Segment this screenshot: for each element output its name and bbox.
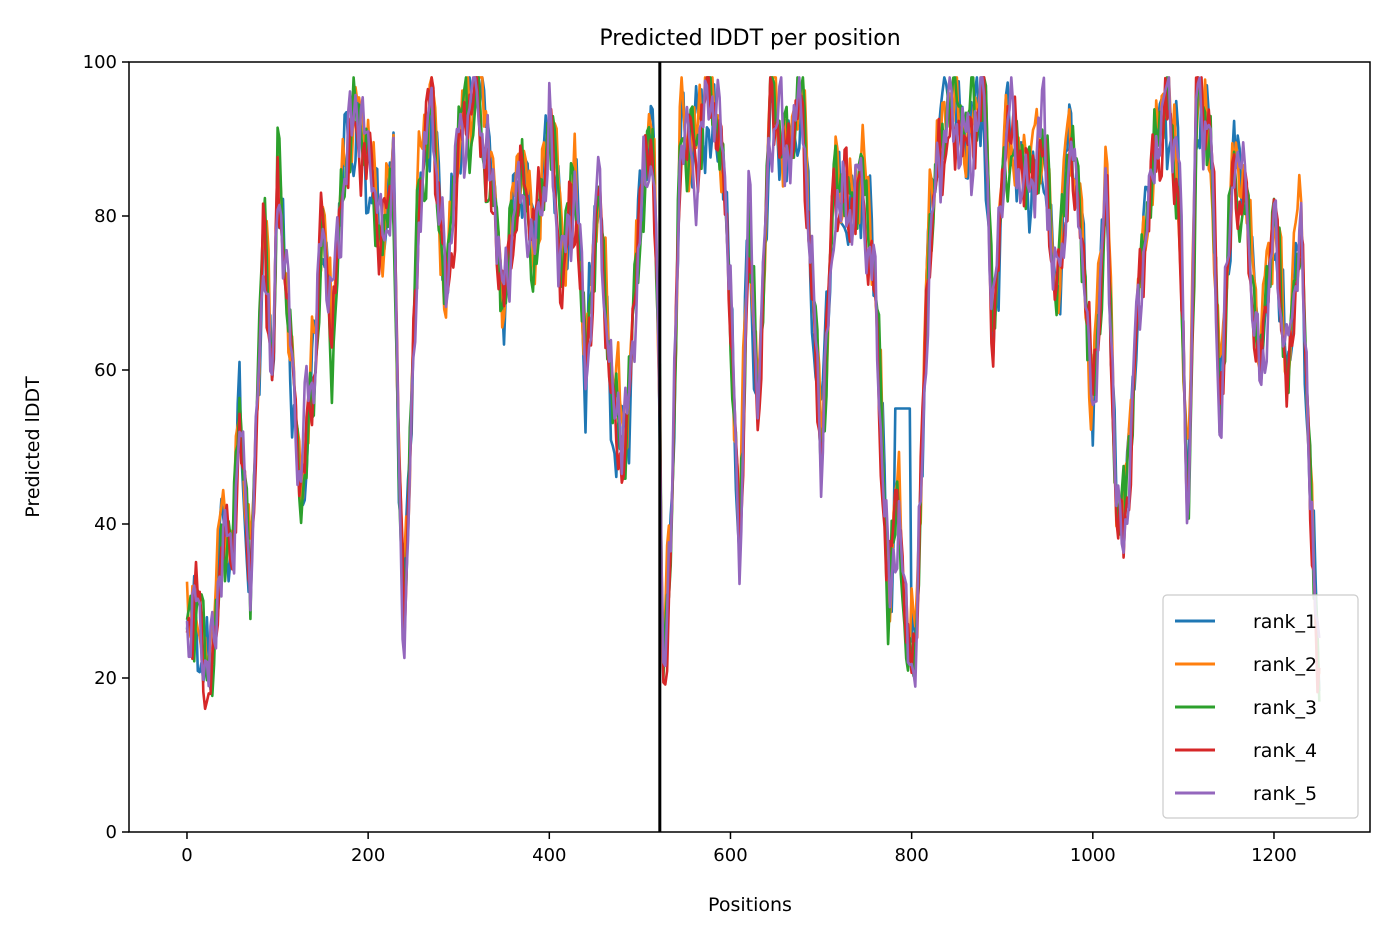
x-axis-label: Positions (708, 894, 792, 916)
legend-items: rank_1 rank_2 rank_3 rank_4 rank_5 (1175, 611, 1317, 805)
legend-label-rank_4: rank_4 (1253, 740, 1317, 762)
axes-frame (128, 61, 1371, 833)
series-line-rank_5 (185, 76, 1321, 688)
x-tick-label: 800 (894, 845, 928, 866)
legend-label-rank_5: rank_5 (1253, 783, 1317, 805)
y-tick-label: 20 (94, 668, 117, 689)
x-tick-label: 1200 (1251, 845, 1297, 866)
legend-label-rank_3: rank_3 (1253, 697, 1317, 719)
legend: rank_1 rank_2 rank_3 rank_4 rank_5 (1162, 594, 1359, 819)
x-tick-label: 400 (532, 845, 566, 866)
y-tick-label: 40 (94, 514, 117, 535)
x-tick-label: 1000 (1070, 845, 1116, 866)
x-axis-ticks: 0 200 400 600 800 1000 1200 (181, 832, 1297, 866)
y-tick-label: 0 (106, 822, 117, 843)
x-tick-label: 200 (351, 845, 385, 866)
x-tick-label: 600 (713, 845, 747, 866)
y-axis-label: Predicted lDDT (22, 376, 44, 518)
legend-box (1162, 594, 1359, 819)
y-tick-label: 100 (83, 52, 117, 73)
x-tick-label: 0 (181, 845, 192, 866)
plot-area (128, 61, 1371, 833)
chart-title: Predicted lDDT per position (599, 26, 900, 51)
series-layer (185, 76, 1321, 711)
legend-label-rank_2: rank_2 (1253, 654, 1317, 676)
y-tick-label: 80 (94, 206, 117, 227)
legend-label-rank_1: rank_1 (1253, 611, 1317, 633)
y-axis-ticks: 0 20 40 60 80 100 (83, 52, 129, 843)
y-tick-label: 60 (94, 360, 117, 381)
